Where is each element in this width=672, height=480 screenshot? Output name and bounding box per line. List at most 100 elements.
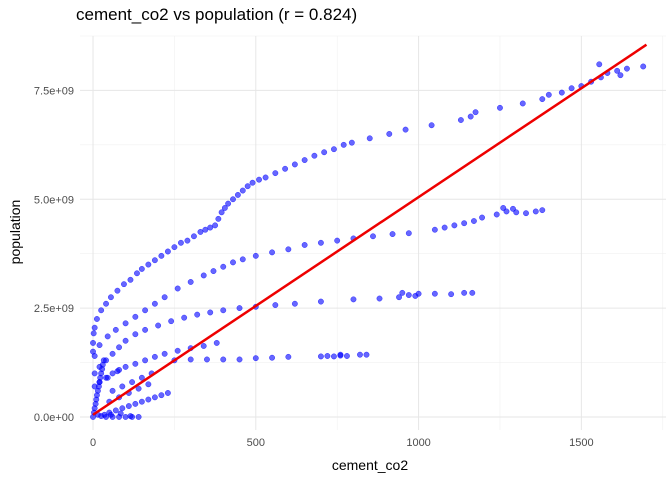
data-point <box>470 218 477 224</box>
data-point <box>236 356 243 363</box>
data-point <box>386 131 393 137</box>
data-point <box>389 231 396 238</box>
data-point <box>122 363 129 370</box>
data-point <box>614 67 621 74</box>
data-point <box>558 89 565 96</box>
data-point <box>215 215 222 222</box>
data-point <box>187 279 194 285</box>
data-point <box>181 314 188 321</box>
data-point <box>213 339 220 346</box>
data-point <box>177 239 184 246</box>
data-point <box>532 208 539 215</box>
data-point <box>244 183 251 190</box>
data-point <box>90 330 97 337</box>
data-point <box>441 224 448 231</box>
data-point <box>158 392 165 399</box>
data-point <box>523 210 529 217</box>
y-axis-label: population <box>7 200 23 265</box>
data-point <box>210 268 217 275</box>
chart-title: cement_co2 vs population (r = 0.824) <box>76 5 357 24</box>
data-point <box>321 149 328 156</box>
data-point <box>431 226 438 233</box>
data-point <box>334 237 341 244</box>
data-point <box>291 161 298 168</box>
data-point <box>252 252 259 259</box>
data-point <box>142 326 149 333</box>
data-point <box>96 342 103 349</box>
data-point <box>135 385 142 392</box>
data-point <box>472 109 479 116</box>
data-point <box>221 205 228 211</box>
data-point <box>129 379 136 386</box>
data-point <box>376 295 383 302</box>
data-point <box>112 407 119 414</box>
data-point <box>457 117 464 123</box>
data-point <box>151 394 158 401</box>
data-point <box>90 339 96 346</box>
data-point <box>190 233 197 240</box>
data-point <box>272 302 279 309</box>
x-tick-label: 1000 <box>406 437 430 449</box>
data-point <box>104 374 111 381</box>
data-point <box>230 196 236 203</box>
y-tick-label: 0.0e+00 <box>34 412 74 424</box>
x-tick-label: 500 <box>247 437 265 449</box>
y-axis-ticks: 0.0e+00 2.5e+09 5.0e+09 7.5e+09 <box>34 85 74 424</box>
data-point <box>252 355 259 362</box>
data-point <box>493 211 500 218</box>
regression-layer <box>92 43 648 416</box>
data-point <box>151 353 158 360</box>
data-point <box>545 91 552 98</box>
data-point <box>174 285 181 292</box>
data-point <box>467 113 474 120</box>
data-point <box>91 370 98 377</box>
data-point <box>357 351 363 358</box>
data-point <box>127 413 134 420</box>
data-point <box>370 233 376 240</box>
data-point <box>301 242 308 248</box>
data-point <box>249 179 256 186</box>
data-point <box>142 357 149 364</box>
data-point <box>171 244 178 251</box>
data-point <box>161 350 168 357</box>
data-point <box>114 368 121 375</box>
data-point <box>399 289 406 296</box>
data-point <box>337 351 344 358</box>
data-point <box>122 413 129 420</box>
data-point <box>225 200 232 207</box>
data-point <box>220 307 227 314</box>
data-point <box>119 383 126 390</box>
data-point <box>218 209 225 216</box>
data-point <box>90 348 96 355</box>
data-point <box>239 187 246 194</box>
data-point <box>138 374 145 381</box>
data-point <box>269 354 276 361</box>
data-point <box>301 157 308 164</box>
data-point <box>109 370 116 377</box>
data-point <box>291 300 298 307</box>
data-point <box>596 61 603 68</box>
data-point <box>220 356 227 363</box>
data-point <box>324 353 331 359</box>
data-point <box>311 152 318 159</box>
data-point <box>539 207 546 214</box>
data-point <box>161 294 168 301</box>
data-point <box>262 174 269 181</box>
data-point <box>98 413 105 420</box>
data-point <box>164 248 171 255</box>
data-point <box>500 205 507 211</box>
data-point <box>138 265 145 272</box>
data-point <box>132 360 139 367</box>
data-point <box>194 311 201 318</box>
data-point <box>134 270 140 277</box>
y-tick-label: 5.0e+09 <box>34 194 74 206</box>
data-point <box>269 249 276 256</box>
data-point <box>617 72 624 79</box>
data-point <box>448 291 455 298</box>
data-point <box>348 139 355 146</box>
data-point <box>100 357 107 364</box>
y-tick-label: 2.5e+09 <box>34 303 74 315</box>
data-point <box>461 220 468 227</box>
data-point <box>431 290 438 297</box>
